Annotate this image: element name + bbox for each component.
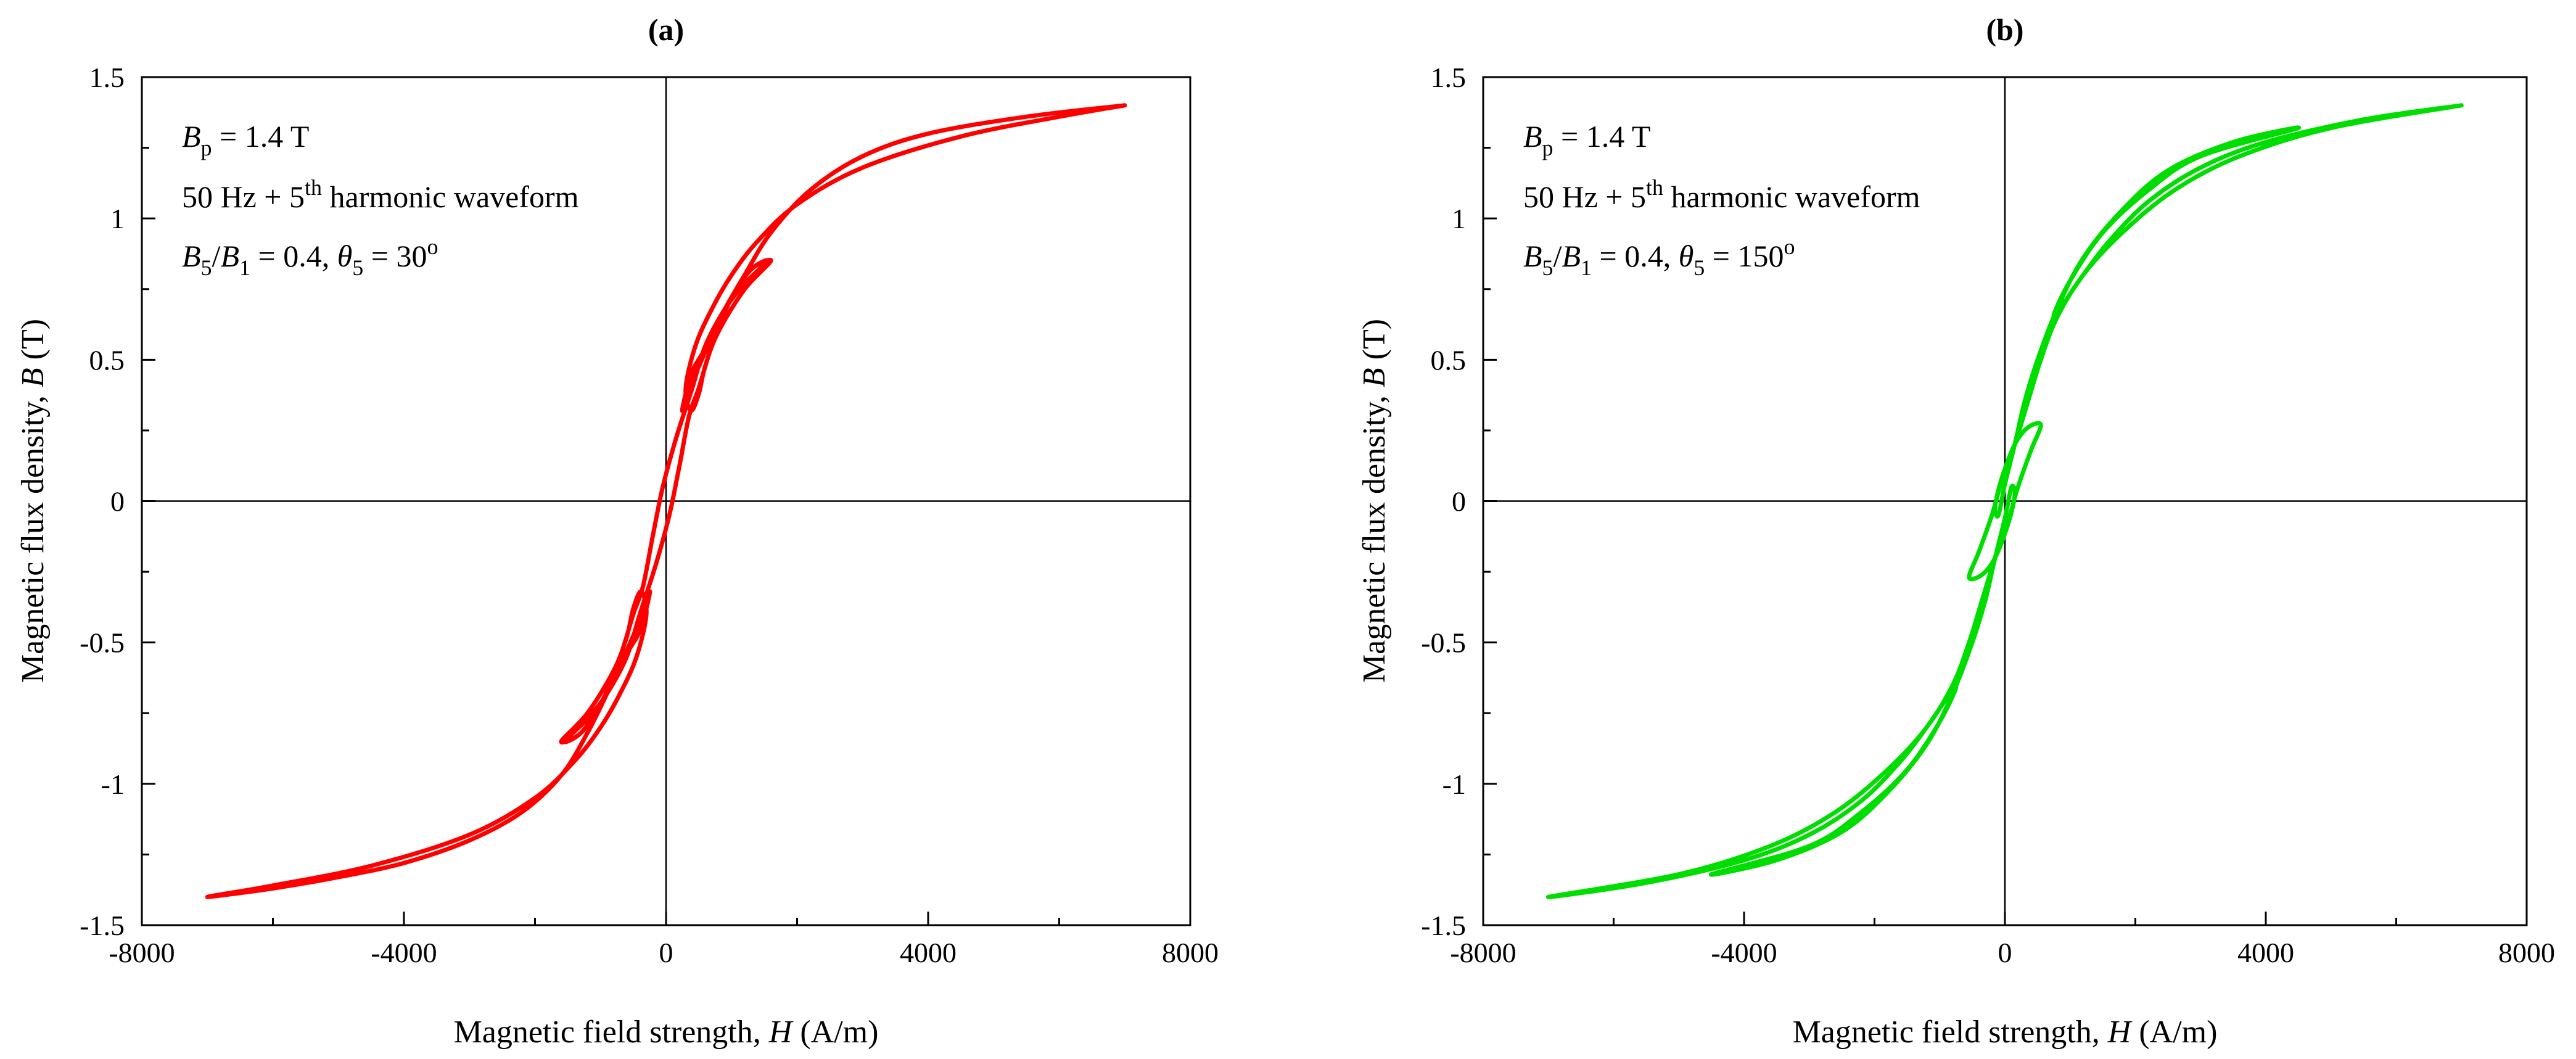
panel-a-y-tick-label: -0.5 [80,627,125,659]
panel-b-x-tick-label: 0 [1998,937,2012,968]
panel-b-y-tick-label: 1.5 [1431,62,1467,93]
panel-a-x-tick-label: 4000 [900,937,957,968]
panel-a-annotation-waveform: 50 Hz + 5th harmonic waveform [182,175,579,214]
panel-a-y-tick-label: 1.5 [89,62,125,93]
panel-b-label: (b) [1986,12,2023,47]
panel-a-x-axis-title: Magnetic field strength, H (A/m) [454,1015,879,1050]
panel-b-x-tick-label: -4000 [1711,937,1777,968]
panel-a-y-tick-label: -1 [101,768,125,800]
panel-b-ticks [1482,76,2528,926]
panel-a-tick-labels: -8000 -4000 0 4000 8000 1.5 1 0.5 0 -0.5 -1 -1.5 [80,62,1219,968]
panel-b-y-tick-label: -0.5 [1421,627,1466,659]
panel-a-y-tick-label: 0.5 [89,344,125,376]
panel-a: (a) -8000 -4000 0 4000 8000 1.5 1 0.5 0 -0.5 -1 -1.… [15,12,1219,1050]
panel-a-x-tick-label: 0 [659,937,673,968]
panel-a-label: (a) [648,12,684,47]
panel-a-ticks [141,76,1191,926]
panel-a-y-axis-title: Magnetic flux density, B (T) [15,319,51,683]
panel-b-annotation-ratio-phase: B5/B1 = 0.4, θ5 = 150o [1523,234,1795,280]
panel-a-annotation-bp: Bp = 1.4 T [182,119,309,160]
panel-b: (b) -8000 -4000 0 4000 8000 1.5 1 0.5 0 -0.5 -1 -1.… [1357,12,2555,1050]
panel-a-x-tick-label: -8000 [109,937,175,968]
panel-a-y-tick-label: 1 [110,203,125,234]
panel-b-x-axis-title: Magnetic field strength, H (A/m) [1793,1015,2218,1050]
panel-b-annotation-bp: Bp = 1.4 T [1523,119,1650,160]
panel-a-annotation-ratio-phase: B5/B1 = 0.4, θ5 = 30o [182,234,438,280]
panel-b-y-tick-label: 1 [1452,203,1466,234]
panel-a-y-tick-label: 0 [110,486,125,517]
panel-a-y-tick-label: -1.5 [80,910,125,941]
panel-a-x-tick-label: 8000 [1162,937,1219,968]
panel-b-y-tick-label: 0 [1452,486,1466,517]
panel-a-x-tick-label: -4000 [371,937,437,968]
panel-b-x-tick-label: 8000 [2498,937,2555,968]
panel-b-y-tick-label: -1 [1442,768,1466,800]
panel-b-x-tick-label: -8000 [1450,937,1516,968]
panel-b-x-tick-label: 4000 [2237,937,2294,968]
panel-b-y-tick-label: 0.5 [1431,344,1467,376]
panel-b-y-tick-label: -1.5 [1421,910,1466,941]
panel-b-series-line [1546,103,2464,899]
panel-b-tick-labels: -8000 -4000 0 4000 8000 1.5 1 0.5 0 -0.5 -1 -1.5 [1421,62,2555,968]
panel-a-series-line [205,103,1127,899]
panel-b-annotation-waveform: 50 Hz + 5th harmonic waveform [1523,175,1920,214]
panel-b-y-axis-title: Magnetic flux density, B (T) [1357,319,1392,683]
